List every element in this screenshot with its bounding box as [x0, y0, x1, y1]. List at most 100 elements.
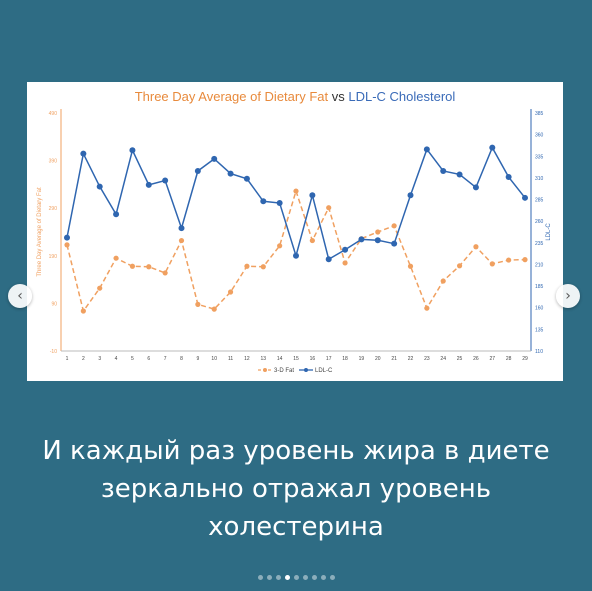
data-point-fat: [309, 237, 315, 244]
data-point-ldl: [64, 234, 70, 241]
y-tick-label-left: -10: [50, 349, 57, 355]
carousel-dot[interactable]: [266, 575, 272, 580]
y-tick-label-right: 160: [535, 306, 544, 312]
carousel-dot[interactable]: [284, 575, 290, 580]
x-tick-label: 5: [131, 356, 134, 362]
data-point-ldl: [522, 194, 528, 201]
data-point-ldl: [505, 174, 512, 181]
caption-line: зеркально отражал уровень: [100, 474, 492, 504]
data-point-fat: [506, 257, 512, 263]
x-tick-label: 13: [261, 356, 267, 362]
data-point-fat: [489, 261, 495, 267]
x-tick-label: 17: [326, 356, 332, 362]
y-tick-label-right: 260: [535, 219, 544, 225]
y-tick-label-right: 385: [535, 111, 544, 117]
data-point-ldl: [162, 177, 169, 184]
data-point-ldl: [227, 170, 234, 177]
carousel-dot[interactable]: [293, 575, 299, 580]
data-point-ldl: [489, 144, 496, 151]
x-tick-label: 12: [244, 356, 250, 362]
chart-card: Three Day Average of Dietary Fat vs LDL-…: [27, 82, 563, 381]
y-tick-label-left: 490: [49, 111, 58, 117]
caption-line: И каждый раз уровень жира в диете: [42, 436, 550, 466]
data-point-fat: [244, 263, 250, 269]
data-point-fat: [424, 305, 430, 311]
caption-line: холестерина: [208, 512, 384, 542]
data-point-fat: [211, 306, 217, 312]
y-tick-label-right: 235: [535, 241, 544, 247]
carousel-next-button[interactable]: ›: [556, 284, 580, 308]
data-point-fat: [391, 223, 397, 229]
data-point-fat: [113, 255, 119, 261]
data-point-fat: [64, 242, 70, 248]
carousel-dot[interactable]: [320, 575, 326, 580]
data-point-ldl: [129, 147, 136, 154]
data-point-fat: [342, 260, 348, 266]
caption: И каждый раз уровень жира в диете зеркал…: [20, 432, 572, 546]
data-point-ldl: [276, 200, 283, 207]
x-tick-label: 27: [490, 356, 496, 362]
legend-label-fat: 3-D Fat: [274, 368, 294, 374]
data-point-ldl: [440, 167, 447, 174]
carousel-dot[interactable]: [311, 575, 317, 580]
data-point-fat: [195, 301, 201, 307]
x-tick-label: 28: [506, 356, 512, 362]
data-point-ldl: [80, 150, 87, 157]
chart-title: Three Day Average of Dietary Fat vs LDL-…: [135, 89, 456, 104]
data-point-ldl: [325, 256, 332, 263]
data-point-ldl: [211, 155, 218, 162]
data-point-fat: [178, 237, 185, 244]
y-axis-label-left: Three Day Average of Dietary Fat: [37, 187, 43, 277]
data-point-ldl: [423, 146, 430, 153]
data-point-ldl: [194, 167, 201, 174]
data-point-ldl: [472, 184, 479, 191]
x-tick-label: 20: [375, 356, 381, 362]
data-point-fat: [80, 308, 86, 314]
x-tick-label: 10: [211, 356, 217, 362]
x-tick-label: 2: [82, 356, 85, 362]
x-tick-label: 6: [147, 356, 150, 362]
chart-title-part: Three Day Average of Dietary Fat: [135, 89, 329, 104]
data-point-fat: [162, 270, 168, 276]
data-point-ldl: [145, 181, 152, 188]
chart-title-part: vs: [328, 89, 348, 104]
data-point-ldl: [243, 175, 250, 182]
x-tick-label: 9: [196, 356, 199, 362]
carousel-prev-button[interactable]: ‹: [8, 284, 32, 308]
x-tick-label: 22: [408, 356, 414, 362]
y-tick-label-right: 360: [535, 133, 544, 139]
x-tick-label: 1: [66, 356, 69, 362]
data-point-ldl: [113, 211, 120, 218]
y-axis-label-right: LDL-C: [546, 223, 552, 241]
y-tick-label-left: 190: [49, 254, 58, 260]
data-point-fat: [407, 263, 414, 269]
data-point-ldl: [309, 192, 316, 199]
x-tick-label: 25: [457, 356, 463, 362]
x-tick-label: 21: [391, 356, 397, 362]
carousel-dot[interactable]: [302, 575, 308, 580]
x-tick-label: 18: [342, 356, 348, 362]
data-point-fat: [227, 289, 234, 295]
series-line-ldl: [66, 145, 526, 261]
data-point-ldl: [407, 192, 414, 199]
x-tick-label: 15: [293, 356, 299, 362]
y-tick-label-right: 135: [535, 327, 544, 333]
data-point-fat: [326, 205, 332, 211]
y-tick-label-right: 310: [535, 176, 544, 182]
legend-marker-ldl: [304, 368, 308, 372]
y-tick-label-right: 335: [535, 154, 544, 160]
x-tick-label: 29: [522, 356, 528, 362]
x-tick-label: 4: [115, 356, 118, 362]
x-tick-label: 16: [310, 356, 316, 362]
y-tick-label-left: 90: [51, 301, 57, 307]
data-point-fat: [146, 264, 152, 270]
carousel-dot[interactable]: [329, 575, 335, 580]
data-point-ldl: [374, 237, 381, 244]
x-tick-label: 11: [228, 356, 233, 362]
carousel-dot[interactable]: [275, 575, 281, 580]
carousel-dot[interactable]: [257, 575, 263, 580]
data-point-fat: [440, 278, 446, 284]
carousel-dots: [0, 575, 592, 581]
x-tick-label: 24: [440, 356, 446, 362]
y-tick-label-left: 390: [49, 159, 58, 165]
